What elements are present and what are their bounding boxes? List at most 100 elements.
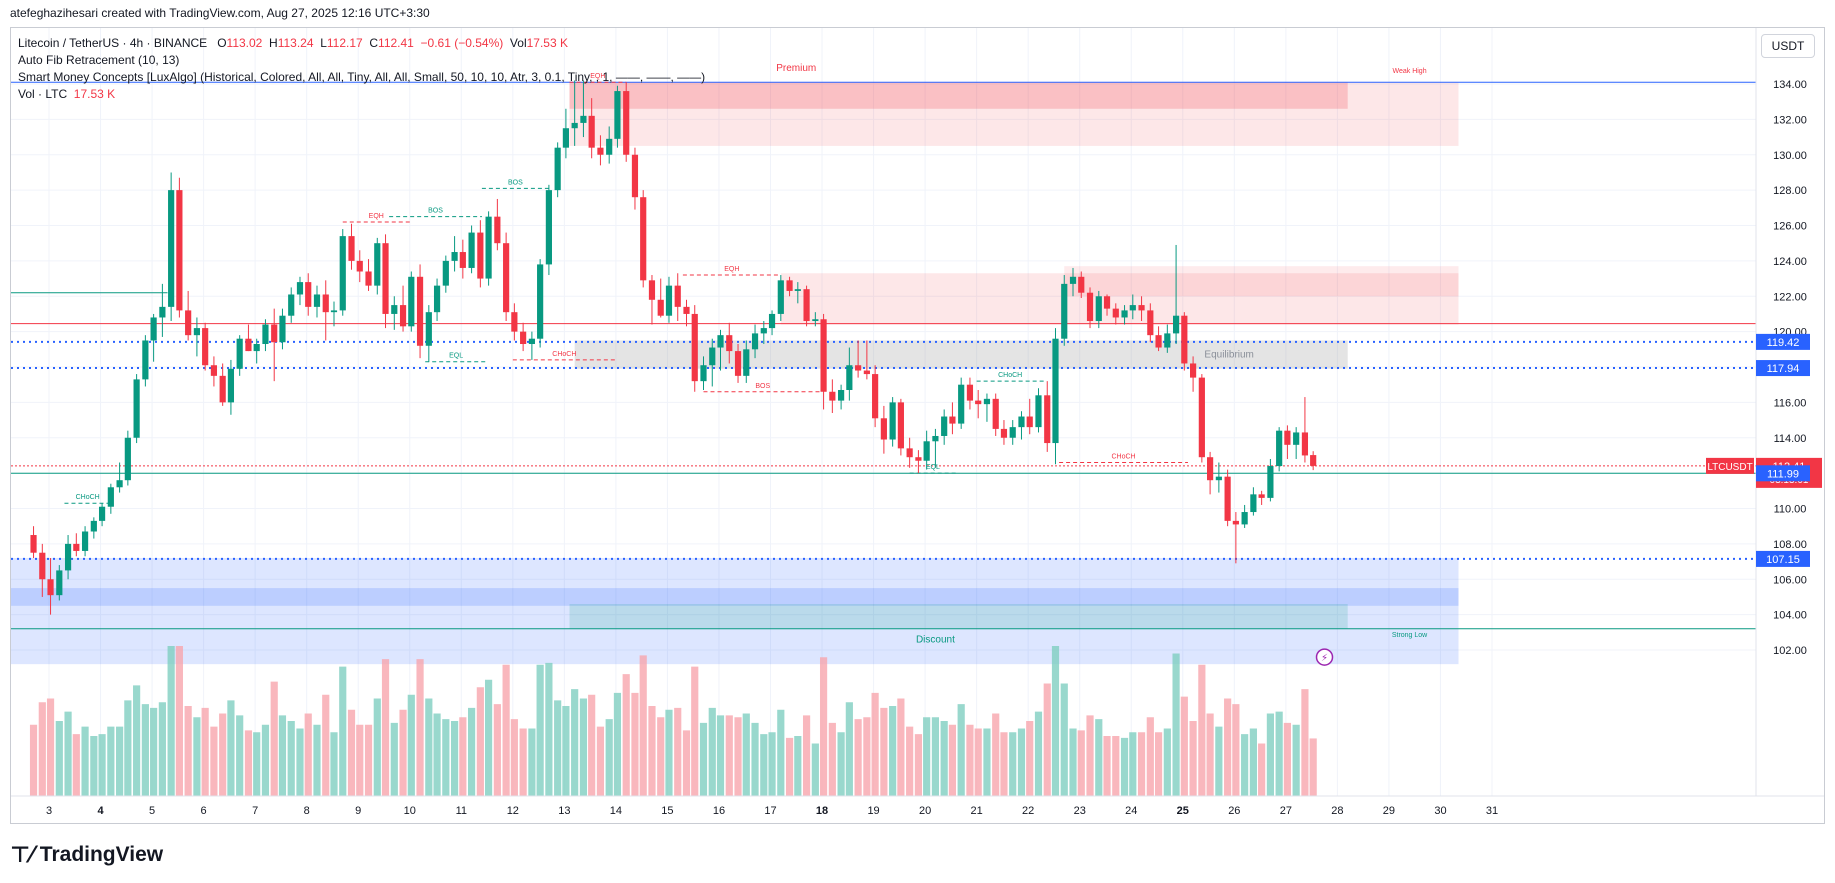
candle-body (1215, 476, 1222, 481)
x-tick-label: 31 (1486, 805, 1498, 817)
volume-bar (923, 717, 931, 796)
y-tick-label: 108.00 (1773, 539, 1807, 551)
candle-body (150, 317, 157, 341)
symbol-row[interactable]: Litecoin / TetherUS · 4h · BINANCE O113.… (18, 35, 705, 52)
volume-bar (777, 709, 785, 796)
volume-bar (253, 732, 261, 796)
volume-bar (1249, 728, 1257, 796)
premium-zone (569, 82, 1459, 146)
volume-bar (201, 707, 209, 796)
high-label: H (269, 36, 278, 50)
x-tick-label: 5 (149, 805, 155, 817)
volume-bar (863, 717, 871, 796)
candle-body (485, 216, 492, 279)
volume-bar (193, 717, 201, 796)
candle-body (949, 416, 956, 424)
candle-body (1267, 466, 1274, 498)
candle-body (1232, 520, 1239, 525)
y-tick-label: 114.00 (1774, 433, 1807, 445)
volume-bar (639, 655, 647, 796)
candle-body (554, 147, 561, 191)
volume-bar (579, 698, 588, 796)
candle-body (451, 252, 458, 261)
candle-body (648, 280, 656, 300)
volume-bar (957, 704, 965, 796)
indicator-fib[interactable]: Auto Fib Retracement (10, 13) (18, 53, 180, 67)
fib-price-tag (1756, 333, 1810, 350)
candle-body (1035, 395, 1042, 428)
candle-body (159, 306, 166, 318)
candle-body (683, 306, 690, 314)
volume-bar (468, 707, 476, 796)
volume-bar (1292, 724, 1300, 796)
volume-bar (674, 707, 682, 796)
candle-body (674, 285, 681, 307)
volume-label: Vol (509, 36, 527, 50)
zone-label: Weak High (1392, 68, 1426, 75)
symbol-name[interactable]: Litecoin / TetherUS · 4h · BINANCE (18, 36, 208, 50)
volume-bar (124, 700, 132, 796)
structure-label: CHoCH (1111, 454, 1135, 461)
candle-body (520, 331, 527, 345)
candle-body (794, 289, 801, 291)
order-block-bull (569, 604, 1348, 629)
volume-bar (1043, 683, 1051, 796)
volume-bar (536, 664, 544, 796)
volume-bar (1051, 646, 1060, 796)
open-value: 113.02 (226, 36, 263, 50)
candle-body (768, 313, 776, 329)
high-value: 113.24 (277, 36, 314, 50)
y-tick-label: 128.00 (1773, 185, 1807, 197)
volume-bar (1000, 732, 1008, 796)
volume-bar (897, 698, 905, 796)
volume-bar (442, 719, 450, 796)
volume-bar (296, 728, 304, 796)
close-label: C (369, 36, 379, 50)
candle-body (923, 441, 930, 461)
volume-bar (313, 724, 321, 796)
candle-body (820, 319, 827, 392)
candle-body (399, 305, 407, 327)
candle-body (992, 398, 999, 429)
candle-body (906, 448, 913, 458)
tradingview-logo[interactable]: ⊤⁄ TradingView (10, 840, 163, 870)
candle-body (1026, 416, 1033, 428)
candle-body (56, 570, 63, 596)
candle-body (657, 299, 664, 316)
candle-body (348, 236, 355, 261)
candle-body (1155, 335, 1162, 348)
structure-label: EQH (724, 266, 739, 273)
indicator-smc[interactable]: Smart Money Concepts [LuxAlgo] (Historic… (18, 70, 706, 84)
volume-bar (1103, 736, 1111, 796)
volume-bar (150, 707, 158, 796)
candle-body (142, 340, 149, 380)
x-tick-label: 6 (201, 805, 207, 817)
y-tick-label: 132.00 (1773, 114, 1807, 126)
currency-selector[interactable]: USDT (1761, 34, 1815, 58)
indicator-volume[interactable]: Vol · LTC 17.53 K (18, 86, 705, 103)
candle-body (73, 543, 80, 551)
volume-bar (1206, 713, 1214, 796)
volume-bar (476, 687, 484, 796)
volume-bar (390, 722, 398, 796)
candle-body (322, 294, 329, 313)
volume-bar (1215, 726, 1223, 796)
volume-bar (459, 717, 467, 796)
candle-body (941, 416, 948, 436)
candle-body (846, 365, 853, 390)
candle-body (1044, 395, 1051, 444)
low-label: L (320, 36, 327, 50)
candle-body (803, 289, 810, 322)
candle-body (726, 335, 733, 352)
fib-price-tag (1756, 360, 1810, 377)
chart-panel[interactable]: CHoCH EQH BOS BOS EQH EQL CHoCH EQH BOS CHoCH EQL C… (10, 27, 1825, 824)
price-chart[interactable]: CHoCH EQH BOS BOS EQH EQL CHoCH EQH BOS CHoCH EQL C… (11, 28, 1824, 823)
fib-price-tag (1756, 465, 1810, 482)
volume-bar (605, 719, 613, 796)
candle-body (614, 91, 621, 139)
volume-bar (1189, 721, 1197, 796)
candle-body (1121, 310, 1128, 318)
volume-bar (373, 698, 381, 796)
candle-body (588, 115, 595, 148)
candle-body (1061, 283, 1068, 339)
